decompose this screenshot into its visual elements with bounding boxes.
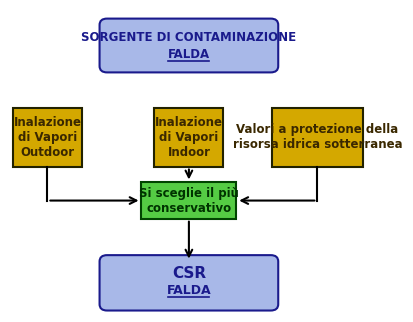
Text: CSR: CSR	[172, 267, 206, 281]
Text: Inalazione
di Vapori
Outdoor: Inalazione di Vapori Outdoor	[14, 116, 81, 159]
Text: Valori a protezione della
risorsa idrica sotterranea: Valori a protezione della risorsa idrica…	[233, 123, 402, 151]
Text: FALDA: FALDA	[168, 48, 210, 61]
Text: Inalazione
di Vapori
Indoor: Inalazione di Vapori Indoor	[155, 116, 223, 159]
FancyBboxPatch shape	[141, 182, 236, 219]
FancyBboxPatch shape	[100, 255, 278, 310]
FancyBboxPatch shape	[13, 108, 82, 166]
FancyBboxPatch shape	[154, 108, 223, 166]
Text: FALDA: FALDA	[166, 284, 211, 297]
FancyBboxPatch shape	[272, 108, 363, 166]
Text: SORGENTE DI CONTAMINAZIONE: SORGENTE DI CONTAMINAZIONE	[81, 31, 297, 44]
Text: Si sceglie il più
conservativo: Si sceglie il più conservativo	[139, 186, 239, 214]
FancyBboxPatch shape	[100, 19, 278, 72]
